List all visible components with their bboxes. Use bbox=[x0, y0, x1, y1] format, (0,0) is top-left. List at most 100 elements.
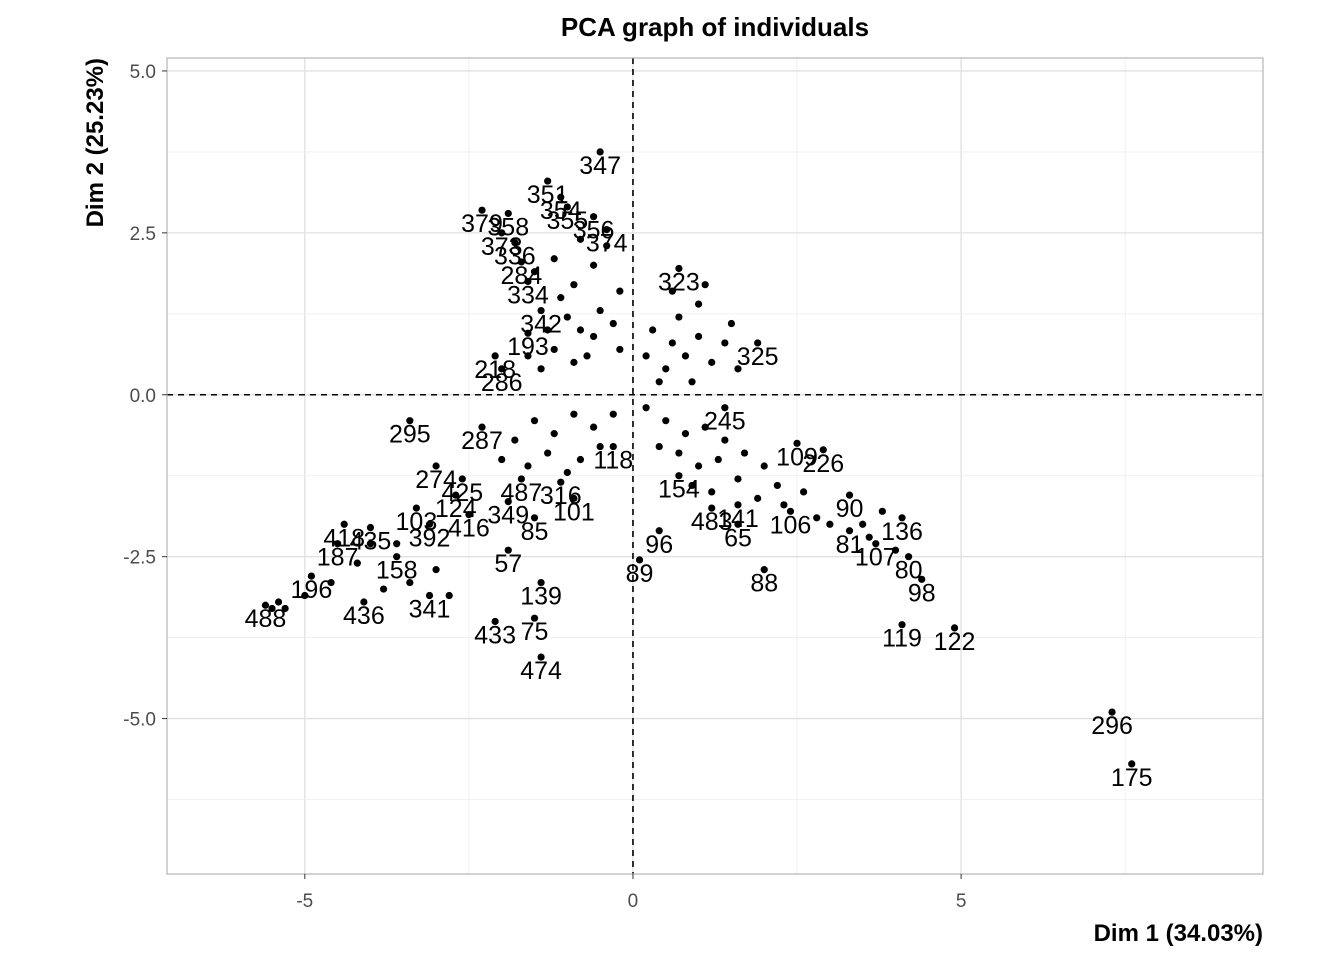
point-label: 488 bbox=[245, 605, 287, 633]
point-label: 245 bbox=[704, 408, 746, 436]
data-point bbox=[360, 598, 368, 606]
x-tick-label: 0 bbox=[628, 891, 639, 912]
point-label: 80 bbox=[895, 557, 923, 585]
data-point bbox=[511, 238, 519, 247]
point-label: 392 bbox=[409, 524, 451, 552]
point-label: 433 bbox=[474, 621, 516, 649]
x-tick-label: -5 bbox=[296, 891, 313, 912]
data-point bbox=[379, 585, 388, 593]
point-label: 101 bbox=[553, 498, 595, 526]
data-point bbox=[786, 507, 795, 515]
data-point bbox=[504, 498, 512, 506]
data-point bbox=[412, 504, 420, 512]
data-point bbox=[432, 566, 440, 574]
data-point bbox=[708, 504, 716, 512]
data-point bbox=[681, 430, 690, 438]
data-point bbox=[458, 475, 466, 483]
data-point bbox=[274, 598, 283, 606]
data-point bbox=[675, 264, 683, 273]
point-label: 341 bbox=[409, 596, 451, 624]
data-point bbox=[425, 520, 434, 528]
data-point bbox=[694, 462, 703, 470]
data-point bbox=[950, 624, 959, 632]
data-point bbox=[898, 621, 906, 629]
point-label: 342 bbox=[520, 311, 562, 339]
data-point bbox=[570, 281, 578, 289]
point-label: 354 bbox=[540, 197, 582, 225]
data-point bbox=[662, 365, 670, 373]
point-label: 196 bbox=[291, 576, 333, 604]
data-point bbox=[662, 417, 670, 425]
data-point bbox=[498, 455, 506, 464]
data-point bbox=[898, 514, 906, 522]
data-point bbox=[905, 553, 913, 561]
point-label: 118 bbox=[593, 447, 633, 475]
data-point bbox=[635, 556, 644, 564]
grid-lines bbox=[167, 58, 1263, 874]
data-point bbox=[530, 417, 539, 425]
point-label: 81 bbox=[836, 531, 864, 559]
data-point bbox=[649, 326, 657, 334]
point-label: 436 bbox=[343, 602, 385, 630]
point-label: 119 bbox=[882, 625, 922, 653]
point-label: 226 bbox=[802, 450, 844, 478]
data-point bbox=[694, 332, 703, 341]
data-point bbox=[616, 287, 624, 295]
data-point bbox=[550, 430, 558, 438]
reference-lines bbox=[167, 58, 1263, 874]
data-point bbox=[563, 468, 571, 477]
point-label: 139 bbox=[520, 583, 562, 611]
point-label: 295 bbox=[389, 421, 431, 449]
data-point bbox=[268, 604, 276, 613]
data-point bbox=[544, 326, 552, 334]
data-point bbox=[301, 591, 309, 600]
data-point bbox=[708, 358, 716, 366]
y-tick-label: 0.0 bbox=[130, 386, 156, 407]
point-label: 98 bbox=[908, 579, 936, 607]
data-point bbox=[813, 514, 821, 522]
point-label: 374 bbox=[586, 230, 628, 258]
data-point bbox=[557, 294, 565, 302]
data-point bbox=[517, 475, 525, 483]
data-point bbox=[642, 404, 650, 412]
data-point bbox=[530, 268, 539, 276]
data-point bbox=[642, 352, 650, 360]
point-label: 89 bbox=[626, 560, 654, 588]
x-tick-label: 5 bbox=[956, 891, 967, 912]
data-point bbox=[327, 578, 335, 587]
point-label: 106 bbox=[770, 511, 812, 539]
point-label: 109 bbox=[776, 443, 818, 471]
point-label: 122 bbox=[934, 628, 976, 656]
point-label: 75 bbox=[521, 618, 549, 646]
data-point bbox=[524, 462, 532, 470]
y-tick-label: -2.5 bbox=[123, 548, 156, 569]
data-point bbox=[366, 523, 375, 532]
data-point bbox=[688, 481, 696, 490]
point-label: 284 bbox=[501, 262, 543, 290]
data-point bbox=[609, 319, 617, 328]
data-point bbox=[589, 423, 598, 431]
data-point bbox=[668, 287, 676, 295]
point-label: 334 bbox=[507, 281, 549, 309]
point-label: 218 bbox=[474, 356, 516, 384]
point-label: 103 bbox=[396, 508, 438, 536]
data-point bbox=[589, 261, 598, 269]
data-point bbox=[708, 488, 716, 496]
point-label: 416 bbox=[448, 515, 490, 543]
y-tick-label: -5.0 bbox=[123, 710, 156, 731]
y-axis-ticks: 5.0 2.5 0.0 -2.5 -5.0 bbox=[123, 62, 167, 731]
point-label: 96 bbox=[645, 531, 673, 559]
y-tick-label: 5.0 bbox=[130, 62, 156, 83]
data-point bbox=[334, 540, 342, 548]
data-point bbox=[891, 546, 900, 554]
data-point bbox=[557, 193, 565, 201]
data-point bbox=[675, 313, 683, 321]
data-point bbox=[793, 439, 801, 447]
point-label: 355 bbox=[546, 207, 588, 235]
data-point bbox=[544, 177, 552, 185]
data-point bbox=[406, 578, 414, 587]
data-point bbox=[596, 306, 604, 315]
data-point bbox=[393, 540, 401, 548]
data-point bbox=[550, 255, 558, 263]
